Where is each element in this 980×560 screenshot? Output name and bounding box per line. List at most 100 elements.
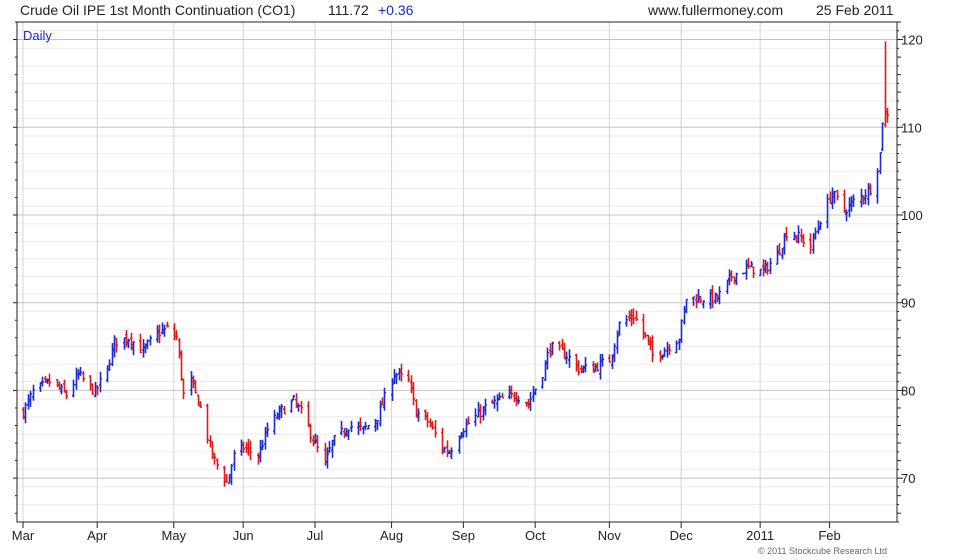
candle — [381, 397, 384, 406]
candle — [565, 351, 568, 365]
candle — [563, 342, 566, 359]
price-change: +0.36 — [378, 2, 414, 18]
candle — [82, 370, 85, 382]
candle — [108, 359, 111, 372]
candle — [482, 405, 485, 421]
candle — [194, 379, 197, 394]
candle — [96, 385, 99, 396]
candle — [190, 371, 193, 396]
candle — [747, 257, 750, 269]
candle — [809, 233, 812, 255]
candle — [261, 439, 264, 451]
candle — [276, 412, 279, 420]
candle — [558, 341, 561, 351]
candle — [123, 337, 126, 350]
candle — [424, 409, 427, 420]
candle — [290, 399, 293, 413]
x-tick-label: Nov — [598, 528, 622, 543]
candle — [247, 438, 250, 456]
candle — [441, 427, 444, 455]
chart-date: 25 Feb 2011 — [816, 2, 894, 18]
candle — [182, 378, 185, 400]
candle — [766, 261, 769, 275]
candle — [659, 350, 662, 363]
candle — [549, 343, 552, 358]
x-tick-label: Feb — [818, 528, 840, 543]
candle — [127, 338, 130, 349]
candle — [697, 289, 700, 303]
candle — [534, 388, 537, 396]
candle — [769, 258, 772, 275]
candle — [616, 330, 619, 354]
candle — [99, 371, 102, 393]
candle — [513, 391, 516, 403]
candle — [541, 376, 544, 389]
candle — [443, 446, 446, 453]
candle — [259, 439, 262, 463]
candle — [474, 408, 477, 427]
candle — [879, 151, 882, 175]
candle — [309, 423, 312, 443]
candle — [594, 363, 597, 372]
candle — [496, 394, 499, 412]
candle — [817, 220, 820, 235]
candle — [283, 405, 286, 415]
candle — [764, 260, 767, 274]
candle — [819, 221, 822, 231]
candle — [884, 41, 887, 128]
candle — [158, 324, 161, 344]
candle — [728, 269, 731, 286]
candle — [142, 339, 145, 358]
candle — [395, 372, 398, 384]
candle — [752, 266, 755, 279]
candle — [836, 190, 839, 201]
candle — [242, 441, 245, 453]
candle — [175, 330, 178, 341]
candle — [376, 419, 379, 431]
candle — [625, 315, 628, 327]
candle — [852, 194, 855, 207]
candle — [65, 389, 68, 400]
candle — [316, 435, 319, 453]
candle — [498, 392, 501, 401]
candle — [79, 366, 82, 376]
candle — [479, 404, 482, 424]
candle — [431, 421, 434, 430]
candle — [216, 458, 219, 470]
candle — [517, 396, 520, 405]
candle — [407, 369, 410, 383]
candle — [568, 349, 571, 368]
candle — [613, 343, 616, 363]
candle — [675, 340, 678, 354]
chart-title: Crude Oil IPE 1st Month Continuation (CO… — [20, 2, 296, 18]
candle — [785, 226, 788, 241]
candle — [60, 383, 63, 395]
candle — [91, 383, 94, 395]
candle — [575, 353, 578, 372]
candle — [802, 234, 805, 248]
source-website[interactable]: www.fullermoney.com — [648, 2, 784, 18]
candle — [75, 367, 78, 390]
candle — [714, 292, 717, 304]
candle — [359, 417, 362, 432]
x-tick-label: May — [161, 528, 186, 543]
candle — [333, 435, 336, 446]
candle — [460, 431, 463, 439]
candle — [860, 188, 863, 208]
candle — [848, 197, 851, 218]
x-tick-label: Oct — [525, 528, 546, 543]
candle — [783, 232, 786, 255]
candle — [628, 310, 631, 322]
candle — [477, 401, 480, 418]
candle — [29, 390, 32, 407]
candle — [347, 429, 350, 440]
candle — [144, 343, 147, 354]
candle — [139, 333, 142, 354]
y-tick-label: 120 — [901, 33, 923, 48]
candle — [864, 189, 867, 205]
candle — [314, 433, 317, 444]
candle — [797, 225, 800, 244]
candle — [72, 379, 75, 398]
candle — [584, 357, 587, 373]
